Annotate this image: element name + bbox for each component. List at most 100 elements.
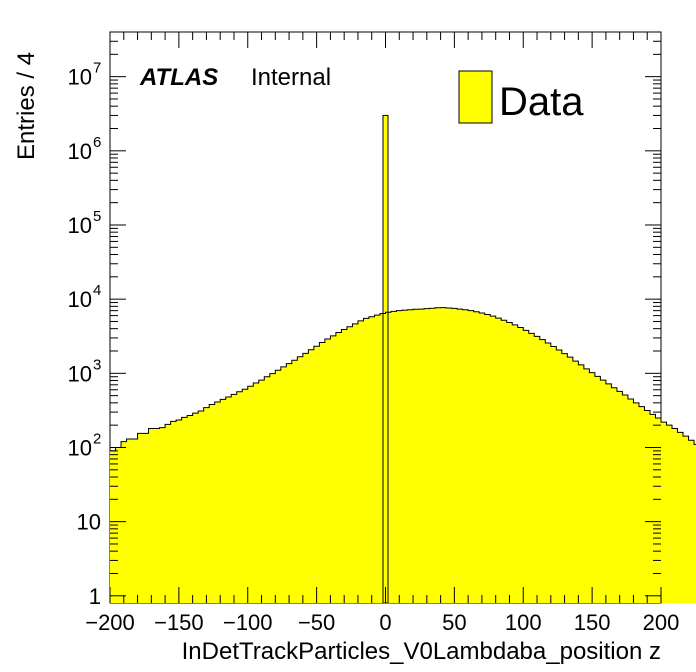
histogram-bin	[203, 407, 210, 603]
histogram-bin	[247, 386, 254, 603]
histogram-bin	[192, 413, 199, 603]
y-tick-exponent: 4	[93, 282, 101, 299]
histogram-bin	[225, 396, 232, 603]
histogram-bin	[275, 370, 282, 603]
x-axis-title: InDetTrackParticles_V0Lambdaba_position …	[182, 638, 661, 665]
histogram-bin	[583, 368, 590, 603]
x-tick-labels: −200 −150 −100 −50 0 50 100 150 200	[85, 610, 679, 635]
atlas-label: ATLAS Internal	[139, 64, 331, 91]
histogram-bin	[170, 421, 177, 603]
histogram-bin	[677, 432, 684, 603]
histogram-bin	[236, 391, 243, 603]
histogram-bin	[126, 439, 133, 603]
atlas-label-bold: ATLAS	[139, 64, 218, 91]
histogram-bin	[512, 324, 519, 603]
histogram-bin	[495, 318, 502, 603]
histogram-bin	[402, 310, 408, 603]
histogram-bin	[688, 440, 695, 603]
histogram-bin	[132, 439, 138, 603]
histogram-bin	[137, 433, 144, 603]
histogram-bin	[418, 309, 425, 603]
histogram-outline	[110, 307, 696, 452]
x-tick-label: −150	[154, 610, 204, 635]
histogram-bin	[413, 309, 419, 603]
histogram-bin	[159, 427, 166, 603]
histogram-bin	[308, 349, 315, 603]
histogram-bin	[352, 323, 359, 603]
histogram-bin	[391, 311, 397, 603]
histogram-bin	[396, 310, 403, 603]
histogram-bin	[638, 406, 645, 603]
x-tick-label: −50	[298, 610, 335, 635]
histogram-bin	[672, 428, 678, 603]
histogram-bin	[363, 318, 370, 603]
x-tick-label: −100	[223, 610, 273, 635]
histogram-bin	[424, 308, 430, 603]
y-tick-label: 10	[68, 213, 92, 238]
legend: Data	[458, 70, 584, 124]
histogram-bin	[280, 366, 287, 603]
histogram-bin	[110, 450, 116, 603]
y-tick-exponent: 3	[93, 356, 101, 373]
histogram-bin	[627, 399, 634, 603]
histogram-bin	[313, 346, 320, 603]
histogram-bin	[341, 329, 348, 603]
histogram-bin	[374, 315, 381, 603]
histogram-bin	[661, 422, 667, 603]
histogram-bin	[616, 391, 623, 603]
histogram-bin	[479, 313, 486, 603]
histogram-bin	[490, 316, 497, 603]
histogram-bin	[622, 395, 629, 603]
histogram-bin	[258, 380, 265, 603]
histogram-bin	[468, 310, 475, 603]
y-tick-exponent: 6	[93, 134, 101, 151]
histogram-bin	[121, 441, 127, 603]
histogram-bars	[110, 114, 696, 604]
histogram-bin	[220, 399, 227, 603]
histogram-bin	[346, 326, 353, 603]
histogram-bin	[666, 425, 673, 603]
histogram-bin	[264, 376, 271, 603]
histogram-bin	[435, 307, 441, 603]
y-tick-label: 10	[68, 139, 92, 164]
histogram-bin	[407, 309, 414, 603]
histogram-bin	[115, 447, 122, 603]
histogram-bin	[556, 350, 563, 603]
axis-ticks	[109, 31, 662, 603]
y-tick-label: 10	[77, 510, 101, 535]
histogram-bin	[446, 307, 453, 603]
y-tick-label: 10	[68, 435, 92, 460]
atlas-label-internal: Internal	[251, 64, 331, 91]
histogram-bin	[335, 332, 342, 603]
histogram-bin	[357, 320, 364, 603]
histogram-bin	[644, 410, 651, 603]
y-tick-label: 10	[68, 65, 92, 90]
histogram-bin	[440, 307, 447, 603]
histogram-bin	[324, 339, 331, 603]
histogram-bin	[231, 394, 238, 603]
histogram-bin	[473, 311, 480, 603]
histogram-bin	[148, 428, 155, 603]
histogram-bin	[578, 364, 585, 603]
histogram-bin	[600, 380, 607, 603]
histogram-bin	[302, 353, 309, 603]
histogram-bin	[534, 336, 541, 603]
histogram-bin	[291, 360, 298, 603]
histogram-bin	[165, 424, 172, 603]
histogram-bin	[545, 343, 552, 603]
histogram-bin	[633, 402, 640, 603]
histogram-bin	[655, 417, 662, 603]
histogram-bin	[181, 417, 188, 603]
histogram-bin	[457, 309, 464, 603]
histogram-bin	[429, 308, 436, 603]
histogram-bin	[198, 411, 205, 603]
histogram-bin	[539, 339, 546, 603]
histogram-bin	[506, 322, 513, 603]
y-tick-label: 10	[68, 287, 92, 312]
histogram-bin	[214, 402, 221, 603]
y-tick-exponent: 7	[93, 60, 101, 77]
histogram-bin	[462, 309, 469, 603]
histogram-bin	[567, 357, 574, 603]
